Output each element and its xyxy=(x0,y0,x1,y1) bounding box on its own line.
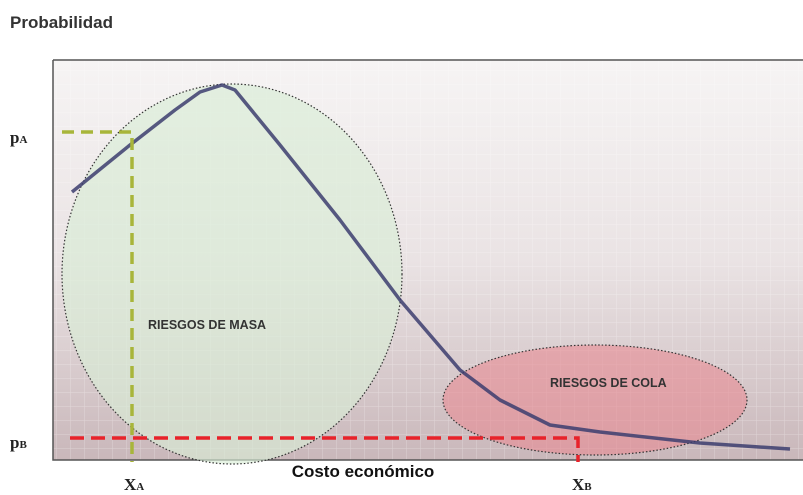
region-label: RIESGOS DE MASA xyxy=(148,318,266,332)
probability-curve xyxy=(70,83,791,451)
y-marker: pA xyxy=(10,128,27,147)
title: Probabilidad xyxy=(10,13,113,32)
tail-risk-region xyxy=(442,344,748,456)
marker-b-guide xyxy=(70,436,580,462)
plot-frame xyxy=(52,59,803,461)
region-label: RIESGOS DE COLA xyxy=(550,376,667,390)
x-axis-label: Costo económico xyxy=(292,462,435,481)
marker-a-guide xyxy=(62,130,134,462)
x-marker: XB xyxy=(572,475,592,494)
y-marker: pB xyxy=(10,433,27,452)
mass-risk-region xyxy=(61,83,403,465)
x-marker: XA xyxy=(124,475,144,494)
